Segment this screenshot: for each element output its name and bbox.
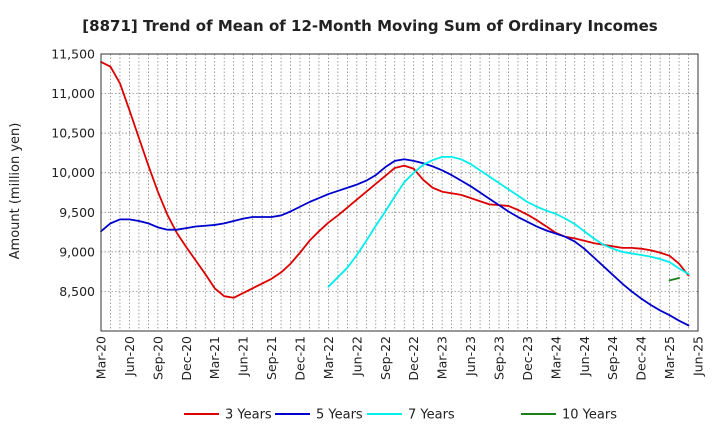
legend-label: 7 Years: [408, 408, 455, 423]
x-tick-label: Mar-25: [662, 336, 677, 379]
y-axis-label: Amount (million yen): [8, 123, 23, 260]
x-tick-label: Mar-21: [207, 336, 222, 379]
series-line-10-years: [668, 277, 680, 282]
plot-frame: [100, 53, 699, 332]
x-tick-label: Mar-22: [321, 336, 336, 379]
x-tick-label: Sep-23: [492, 336, 507, 380]
series-line-5-years: [100, 158, 690, 327]
x-tick-label: Dec-21: [293, 336, 308, 381]
y-tick-label: 10,000: [51, 165, 95, 180]
x-tick-label: Sep-21: [264, 336, 279, 380]
y-tick-label: 11,000: [51, 86, 95, 101]
y-axis-ticks: 8,500 9,000 9,500 10,000 10,500 11,000 11,500: [51, 47, 95, 299]
x-tick-label: Jun-22: [349, 336, 364, 377]
x-tick-label: Sep-24: [605, 336, 620, 380]
x-tick-label: Jun-20: [122, 336, 137, 377]
y-tick-label: 8,500: [59, 284, 95, 299]
y-tick-label: 10,500: [51, 126, 95, 141]
x-tick-label: Dec-20: [179, 336, 194, 381]
x-tick-label: Jun-25: [691, 336, 706, 377]
x-tick-label: Mar-24: [548, 336, 563, 379]
x-tick-label: Sep-22: [378, 336, 393, 380]
y-tick-label: 9,500: [59, 205, 95, 220]
y-tick-label: 9,000: [59, 244, 95, 259]
x-tick-label: Jun-24: [577, 336, 592, 377]
legend-label: 10 Years: [562, 408, 617, 423]
x-axis-ticks: Mar-20 Jun-20 Sep-20 Dec-20 Mar-21 Jun-21 Sep-…: [94, 336, 706, 381]
x-tick-label: Mar-20: [94, 336, 109, 379]
x-tick-label: Jun-21: [236, 336, 251, 377]
x-tick-label: Mar-23: [435, 336, 450, 379]
y-tick-label: 11,500: [51, 47, 95, 62]
x-tick-label: Dec-23: [520, 336, 535, 381]
legend-label: 5 Years: [316, 408, 363, 423]
legend-label: 3 Years: [225, 408, 272, 423]
x-tick-label: Sep-20: [150, 336, 165, 380]
legend: 3 Years 5 Years 7 Years 10 Years: [184, 408, 617, 423]
series-line-3-years: [100, 61, 690, 299]
x-tick-label: Jun-23: [463, 336, 478, 377]
series-line-7-years: [327, 155, 690, 288]
gridlines: [101, 54, 698, 331]
x-tick-label: Dec-24: [634, 336, 649, 381]
chart-title: [8871] Trend of Mean of 12-Month Moving …: [82, 17, 657, 35]
x-tick-label: Dec-22: [406, 336, 421, 381]
series-layer: [100, 61, 690, 327]
